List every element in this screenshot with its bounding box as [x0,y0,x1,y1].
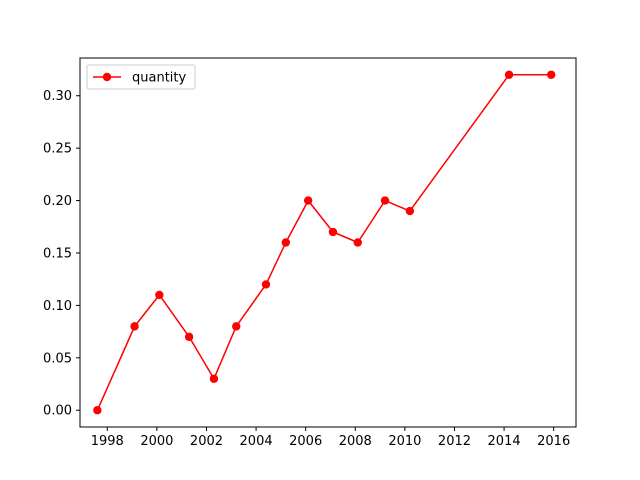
data-point [155,290,164,300]
x-tick-label: 1998 [91,434,124,449]
y-tick-label: 0.00 [43,404,72,419]
x-tick-label: 2000 [140,434,173,449]
data-point [93,406,102,415]
data-point [504,70,514,79]
x-axis: 1998 2000 2002 2004 2006 2008 2010 2012 2014 2016 [91,427,570,449]
data-point [405,206,415,216]
x-tick-label: 2004 [240,434,273,449]
data-point [547,70,556,79]
legend-marker [102,72,112,82]
y-tick-label: 0.05 [43,351,72,366]
legend-box [86,64,196,90]
data-point [353,238,362,247]
y-tick-label: 0.25 [43,142,72,157]
data-point [130,322,139,331]
data-point [209,374,219,383]
x-tick-label: 2008 [339,434,372,449]
x-tick-label: 2006 [289,434,322,449]
x-tick-label: 2010 [388,434,421,449]
y-tick-label: 0.15 [43,246,72,261]
data-point [184,332,194,342]
x-tick-label: 2012 [438,434,471,449]
data-point [232,322,241,331]
x-tick-label: 2002 [190,434,223,449]
data-point [261,280,271,289]
y-tick-label: 0.30 [43,89,72,104]
data-point [328,227,338,237]
data-point [380,196,390,205]
y-tick-label: 0.20 [43,194,72,209]
axes-frame [79,57,577,428]
y-axis: 0.00 0.05 0.10 0.15 0.20 0.25 0.30 [43,89,80,419]
x-tick-label: 2016 [537,434,570,449]
legend: quantity [86,64,196,90]
data-point [303,196,313,205]
y-tick-label: 0.10 [43,299,72,314]
x-tick-label: 2014 [488,434,521,449]
data-point [281,238,291,247]
legend-label: quantity [132,71,187,86]
series-layer [93,70,556,415]
